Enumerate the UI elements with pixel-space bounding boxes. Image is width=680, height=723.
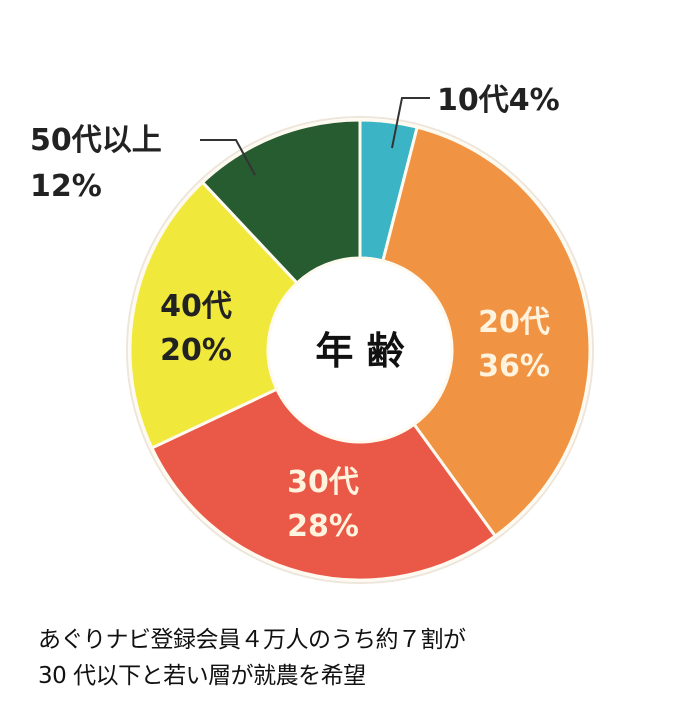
caption-line-1: あぐりナビ登録会員４万人のうち約７割が [38, 627, 466, 653]
slice-label-2: 30代 [287, 465, 359, 500]
caption-line-2: 30 代以下と若い層が就農を希望 [38, 663, 366, 689]
slice-1 [381, 125, 592, 539]
slice-2 [149, 387, 498, 582]
slice-value-1: 36% [478, 349, 550, 384]
ring-outline [126, 116, 594, 584]
center-label: 年 齢 [315, 329, 404, 373]
slice-label-1: 20代 [478, 305, 550, 340]
slice-4 [200, 118, 362, 286]
leader-line-4 [200, 139, 256, 176]
slice-label-0: 10代4% [437, 83, 560, 118]
slice-3 [128, 180, 300, 450]
slice-label-4: 50代以上 [30, 123, 162, 158]
slice-value-2: 28% [287, 509, 359, 544]
leader-line-0 [391, 97, 430, 149]
slice-value-3: 20% [160, 333, 232, 368]
caption: あぐりナビ登録会員４万人のうち約７割が 30 代以下と若い層が就農を希望 [38, 622, 466, 694]
slice-label-3: 40代 [160, 289, 232, 324]
slice-value-4: 12% [30, 169, 102, 204]
